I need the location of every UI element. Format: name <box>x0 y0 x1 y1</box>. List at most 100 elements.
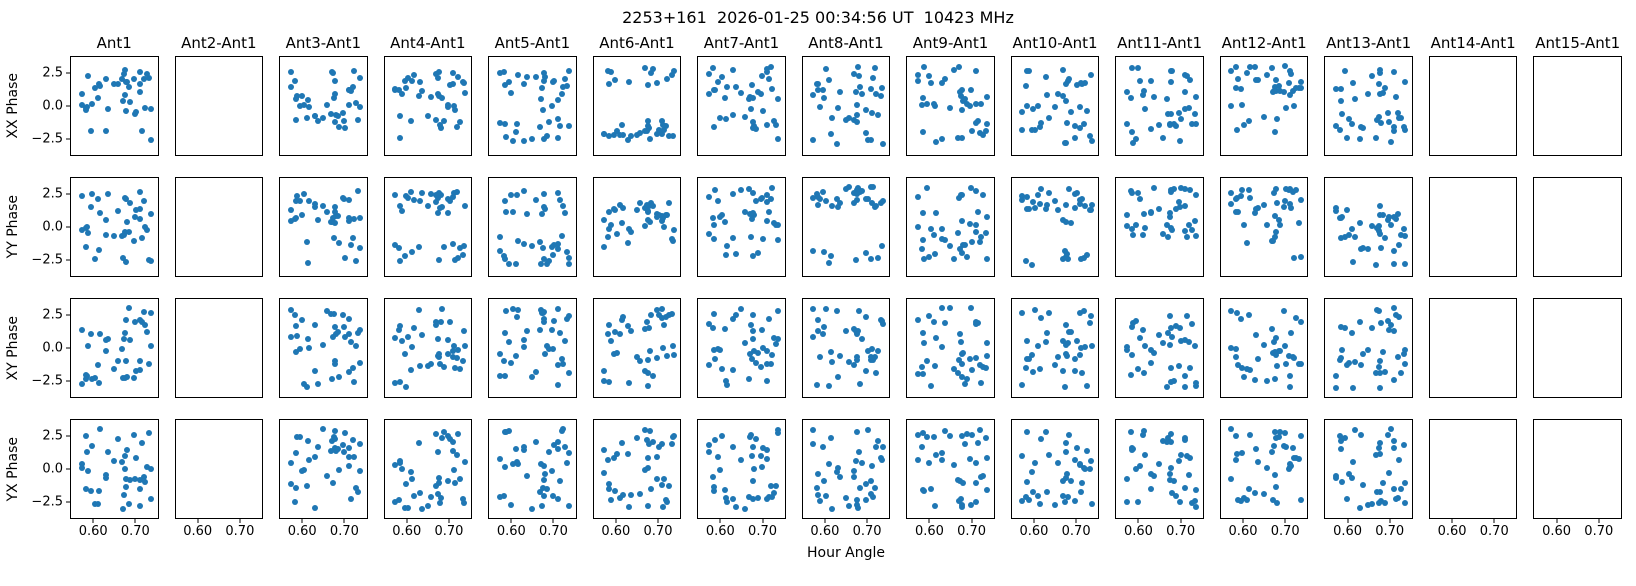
data-point <box>312 321 319 328</box>
data-point <box>914 317 921 324</box>
data-point <box>716 114 723 121</box>
data-point <box>1166 470 1173 477</box>
data-point <box>1264 221 1271 228</box>
data-point <box>827 252 834 259</box>
data-point <box>1062 81 1069 88</box>
data-point <box>1332 123 1339 130</box>
data-point <box>1395 456 1402 463</box>
data-point <box>432 483 439 490</box>
data-point <box>1176 109 1183 116</box>
data-point <box>1172 123 1179 130</box>
data-point <box>1182 89 1188 96</box>
data-point <box>710 311 717 318</box>
data-point <box>523 73 530 80</box>
data-point <box>775 335 782 342</box>
data-point <box>842 116 849 123</box>
data-point <box>1024 68 1031 75</box>
data-point <box>1088 201 1095 208</box>
data-point <box>501 81 508 88</box>
data-point <box>1128 371 1134 378</box>
data-point <box>347 496 354 503</box>
data-point <box>97 331 104 338</box>
data-point <box>137 477 144 484</box>
data-point <box>1147 78 1154 85</box>
data-point <box>925 460 932 467</box>
data-point <box>859 90 866 97</box>
data-point <box>972 187 979 194</box>
data-point <box>143 227 150 234</box>
data-point <box>1193 503 1200 510</box>
data-point <box>1272 435 1279 442</box>
data-point <box>122 465 129 472</box>
data-point <box>810 137 817 144</box>
data-point <box>941 319 948 326</box>
data-point <box>1337 85 1344 92</box>
data-point <box>1032 204 1039 211</box>
data-point <box>1072 205 1079 212</box>
data-point <box>875 254 882 261</box>
data-point <box>549 252 556 259</box>
data-point <box>1343 362 1350 369</box>
data-point <box>659 122 666 129</box>
data-point <box>409 475 416 482</box>
data-point <box>601 378 608 385</box>
data-point <box>625 322 632 329</box>
data-point <box>1035 493 1042 500</box>
data-point <box>955 194 962 201</box>
data-point <box>545 345 552 352</box>
data-point <box>433 430 440 437</box>
data-point <box>506 339 513 346</box>
data-point <box>963 375 970 382</box>
data-point <box>723 252 730 259</box>
data-point <box>345 330 352 337</box>
data-point <box>1032 127 1039 134</box>
data-point <box>297 197 304 204</box>
data-point <box>540 316 547 323</box>
data-point <box>864 136 871 143</box>
data-point <box>136 206 143 213</box>
data-point <box>506 261 513 268</box>
data-point <box>1286 67 1293 74</box>
data-point <box>1387 221 1394 228</box>
data-point <box>721 219 728 226</box>
data-point <box>1077 200 1084 207</box>
data-point <box>1181 227 1188 234</box>
data-point <box>853 354 860 361</box>
data-point <box>749 312 756 318</box>
data-point <box>147 105 154 112</box>
data-point <box>1228 475 1235 482</box>
data-point <box>459 251 466 258</box>
data-point <box>1375 363 1382 370</box>
scatter-panel-ant7-ant1-xx-phase <box>697 56 786 156</box>
data-point <box>1338 354 1345 361</box>
data-point <box>323 208 330 215</box>
data-point <box>979 363 986 370</box>
data-point <box>645 325 652 332</box>
data-point <box>810 248 817 255</box>
data-point <box>446 81 453 88</box>
data-point <box>764 191 771 198</box>
data-point <box>821 95 828 102</box>
data-point <box>1123 223 1130 230</box>
scatter-panel-ant3-ant1-xy-phase <box>279 298 368 398</box>
data-point <box>1156 461 1163 468</box>
data-point <box>137 89 144 96</box>
scatter-panel-ant8-ant1-yy-phase <box>801 177 891 277</box>
data-point <box>1241 121 1248 128</box>
data-point <box>287 334 294 341</box>
data-point <box>977 101 984 108</box>
data-point <box>1071 367 1078 374</box>
data-point <box>1019 497 1026 504</box>
data-point <box>1380 349 1387 356</box>
x-tick-label: 0.60 <box>1333 524 1363 539</box>
data-point <box>815 317 822 324</box>
data-point <box>918 363 925 370</box>
data-point <box>834 373 841 380</box>
data-point <box>294 193 301 200</box>
data-point <box>925 253 932 260</box>
data-point <box>955 497 962 504</box>
data-point <box>1150 472 1157 479</box>
data-point <box>863 107 870 114</box>
data-point <box>853 196 860 203</box>
data-point <box>930 232 937 239</box>
